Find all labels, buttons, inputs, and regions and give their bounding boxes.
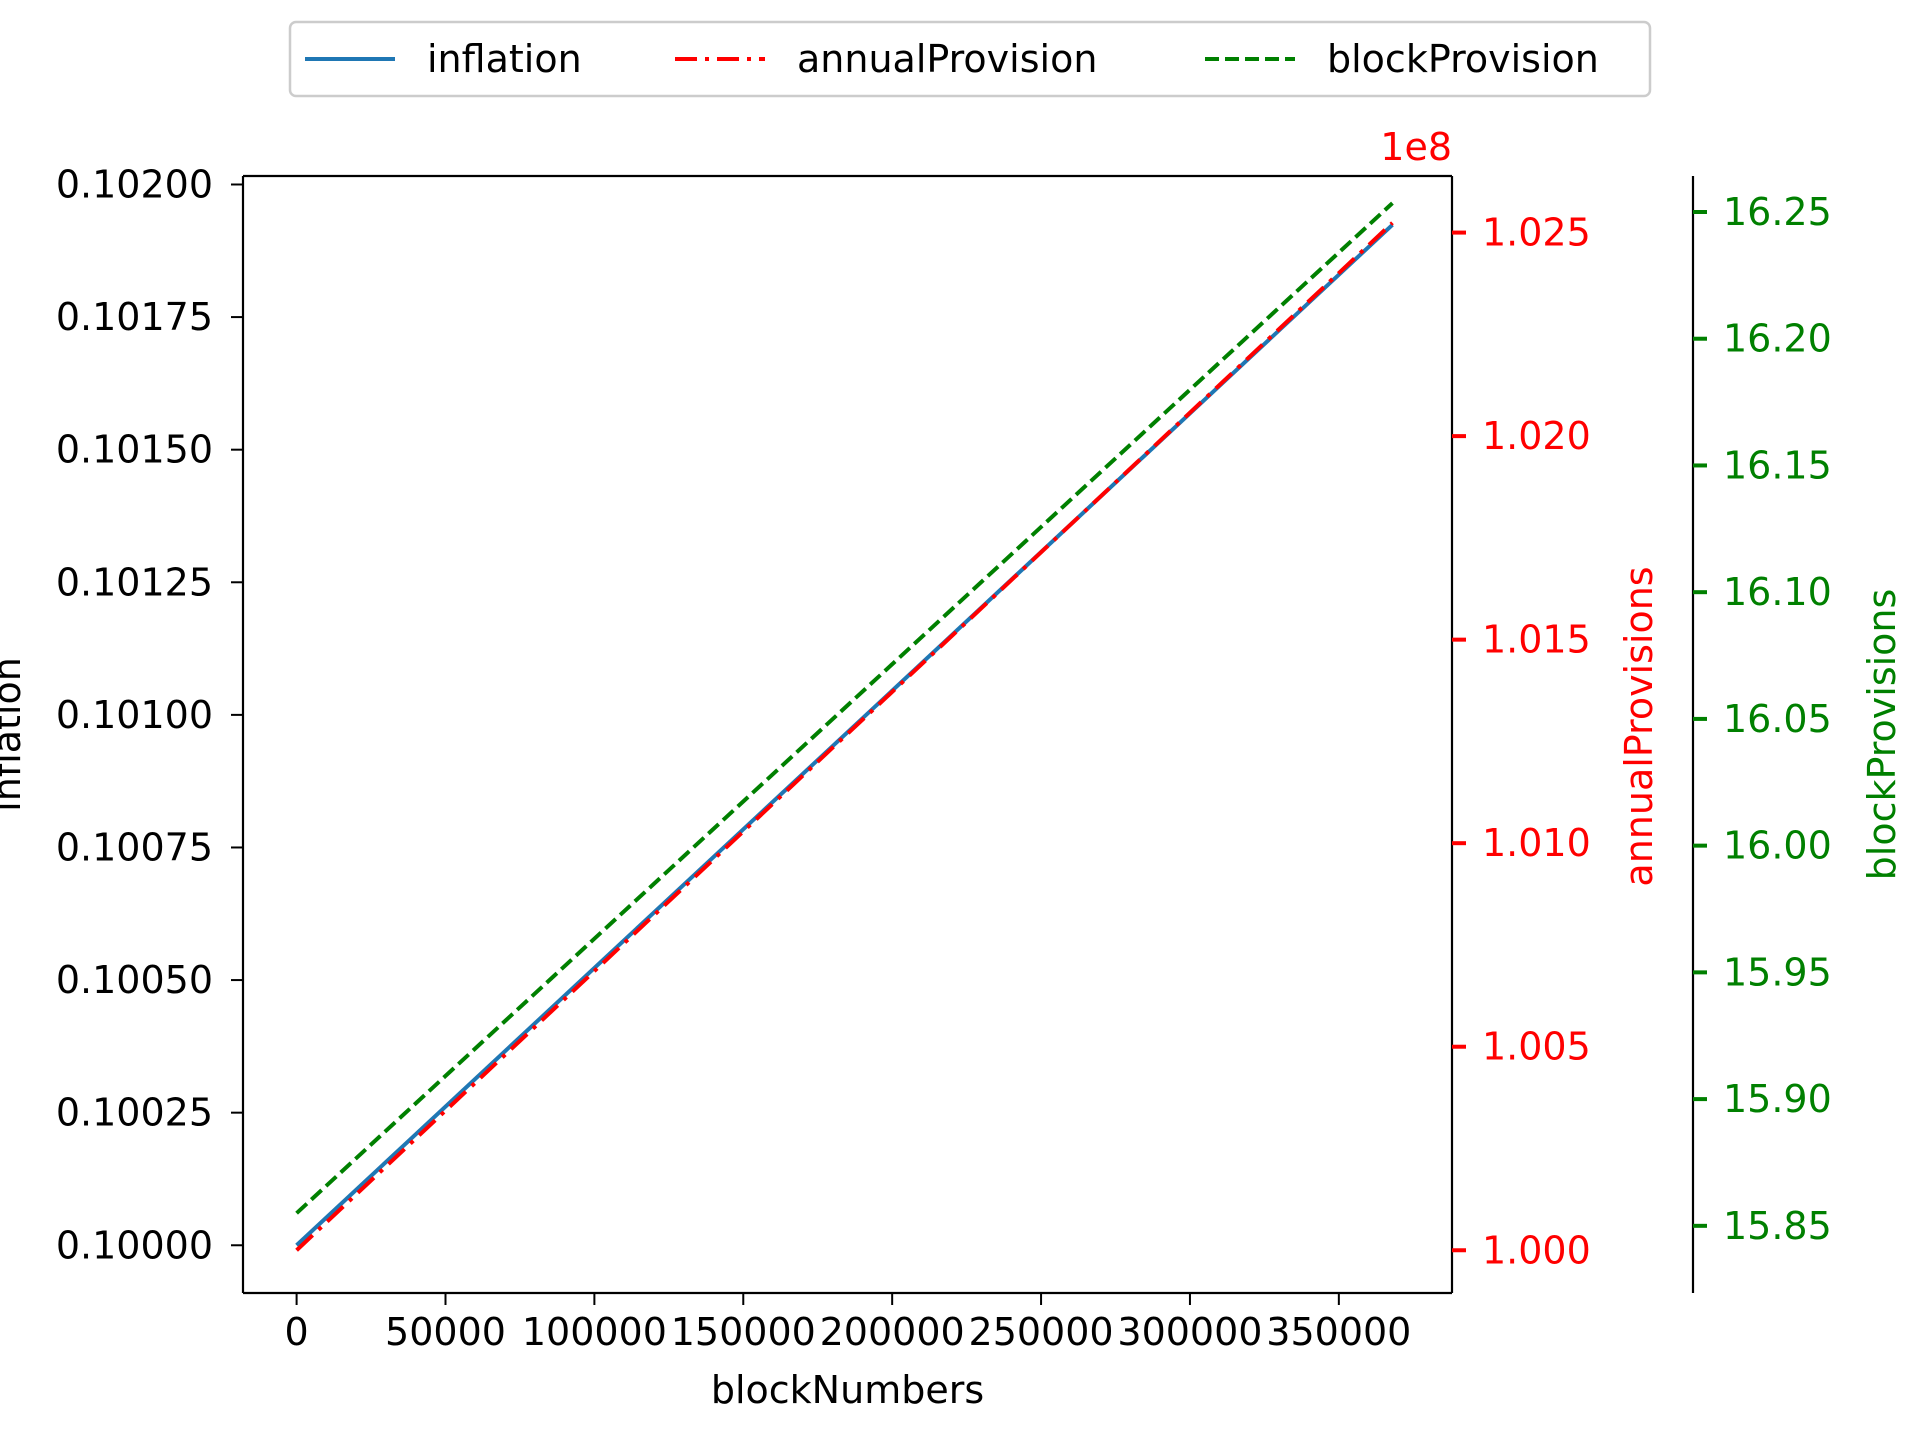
x-tick-label: 100000	[522, 1310, 667, 1354]
inflation-tick-label: 0.10025	[56, 1091, 213, 1135]
block-provisions-tick-label: 15.90	[1723, 1077, 1832, 1121]
annual-provisions-tick-label: 1.005	[1482, 1025, 1591, 1069]
annual-provisions-tick-label: 1.015	[1482, 618, 1591, 662]
x-tick-label: 200000	[820, 1310, 965, 1354]
block-provisions-tick-label: 16.15	[1723, 443, 1832, 487]
legend-label-annualProvision: annualProvision	[797, 37, 1097, 81]
legend-label-inflation: inflation	[427, 37, 582, 81]
annual-provisions-offset-text: 1e8	[1380, 125, 1452, 169]
inflation-axis-label: inflation	[0, 657, 29, 812]
inflation-tick-label: 0.10000	[56, 1223, 213, 1267]
series-line-annualProvision	[295, 221, 1394, 1252]
block-provisions-tick-label: 16.05	[1723, 697, 1832, 741]
inflation-tick-label: 0.10125	[56, 560, 213, 604]
block-provisions-tick-label: 15.85	[1723, 1204, 1832, 1248]
inflation-tick-label: 0.10150	[56, 428, 213, 472]
axes-layer: 0 50000 100000 150000 200000 250000 300000 3500…	[0, 125, 1904, 1412]
inflation-tick-label: 0.10175	[56, 295, 213, 339]
block-provisions-tick-label: 15.95	[1723, 950, 1832, 994]
x-tick-label: 150000	[671, 1310, 816, 1354]
block-provisions-tick-label: 16.20	[1723, 317, 1832, 361]
annual-provisions-tick-label: 1.020	[1482, 414, 1591, 458]
block-provisions-tick-label: 16.25	[1723, 190, 1832, 234]
legend-box	[288, 20, 1652, 98]
x-tick-label: 50000	[385, 1310, 506, 1354]
x-tick-label: 250000	[969, 1310, 1114, 1354]
annual-provisions-axis-label: annualProvisions	[1617, 566, 1661, 886]
x-axis-label: blockNumbers	[711, 1368, 984, 1412]
inflation-tick-label: 0.10100	[56, 693, 213, 737]
legend: inflation annualProvision blockProvision	[288, 20, 1652, 98]
inflation-tick-label: 0.10075	[56, 825, 213, 869]
block-provisions-tick-label: 16.10	[1723, 570, 1832, 614]
series-layer	[295, 201, 1394, 1252]
annual-provisions-tick-label: 1.010	[1482, 821, 1591, 865]
inflation-tick-label: 0.10200	[56, 162, 213, 206]
legend-label-blockProvision: blockProvision	[1327, 37, 1599, 81]
x-tick-label: 350000	[1266, 1310, 1411, 1354]
x-tick-label: 300000	[1117, 1310, 1262, 1354]
annual-provisions-tick-label: 1.025	[1482, 211, 1591, 255]
x-tick-label: 0	[285, 1310, 309, 1354]
inflation-tick-label: 0.10050	[56, 958, 213, 1002]
block-provisions-axis-label: blockProvisions	[1860, 589, 1904, 881]
series-line-blockProvision	[295, 201, 1394, 1215]
annual-provisions-tick-label: 1.000	[1482, 1228, 1591, 1272]
block-provisions-tick-label: 16.00	[1723, 824, 1832, 868]
